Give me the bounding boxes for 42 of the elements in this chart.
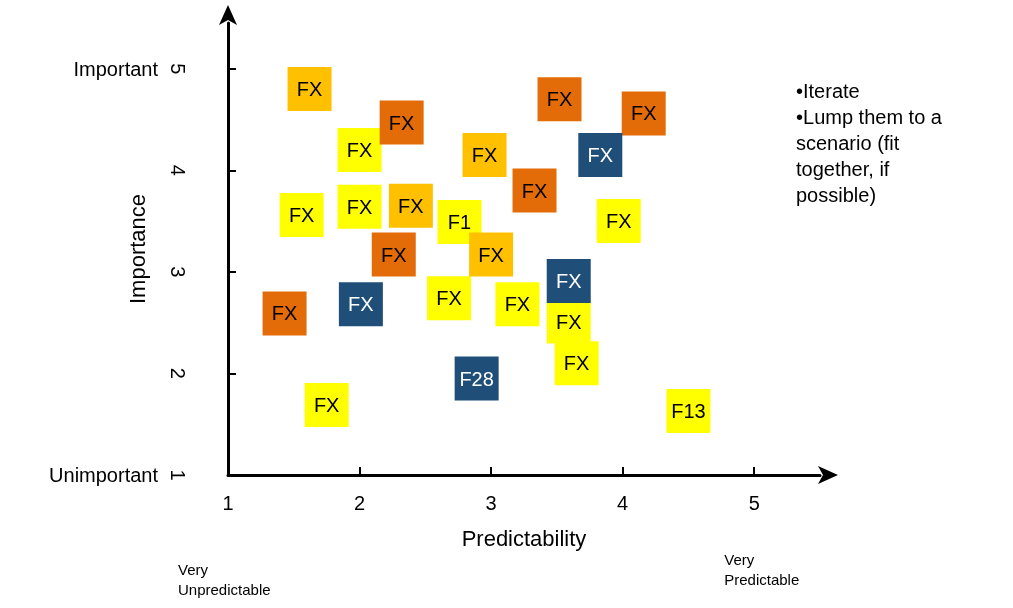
data-label: FX [546, 88, 573, 111]
y-tick-label: 2 [167, 367, 189, 379]
annotation: •Iterate •Lump them to a scenario (fit together, if possible) [796, 80, 943, 206]
data-label: FX [521, 179, 548, 202]
y-tick-label: 3 [167, 266, 189, 278]
y-tick-label: 4 [167, 164, 189, 176]
x-tick-label: 4 [617, 492, 629, 514]
data-label: F1 [447, 211, 472, 234]
data-label: FX [478, 243, 504, 266]
data-label: FX [313, 393, 340, 416]
data-label: FX [436, 287, 462, 310]
data-label: FX [348, 293, 374, 316]
data-label: FX [587, 144, 614, 167]
text: Unimportant [49, 464, 159, 486]
data-label: FX [296, 78, 323, 101]
data-label: FX [563, 352, 590, 375]
x-tick-label: 5 [748, 492, 760, 514]
x-axis-title: Predictability [461, 525, 587, 551]
y-tick-label: 5 [167, 63, 189, 75]
data-label: FX [504, 293, 531, 316]
text: Very Unpredictable [178, 561, 271, 598]
data-label: FX [471, 144, 498, 167]
data-label: F13 [671, 400, 706, 423]
data-label: FX [605, 210, 632, 233]
text: Important [73, 57, 159, 80]
x-tick-label: 1 [222, 492, 234, 514]
data-label: FX [288, 203, 315, 226]
data-label: FX [380, 243, 407, 266]
data-label: F28 [459, 367, 494, 390]
data-label: FX [555, 270, 582, 292]
text: Very Predictable [724, 551, 800, 588]
x-tick-label: 2 [353, 492, 366, 514]
data-label: FX [271, 302, 298, 325]
y-axis-title: Importance [124, 193, 150, 305]
data-label: FX [630, 102, 657, 125]
data-label: FX [346, 138, 373, 161]
data-label: FX [398, 194, 424, 217]
data-label: FX [555, 310, 582, 333]
data-label: FX [346, 195, 373, 218]
x-tick-label: 3 [485, 492, 497, 514]
y-tick-label: 1 [167, 469, 189, 481]
data-label: FX [388, 111, 415, 134]
